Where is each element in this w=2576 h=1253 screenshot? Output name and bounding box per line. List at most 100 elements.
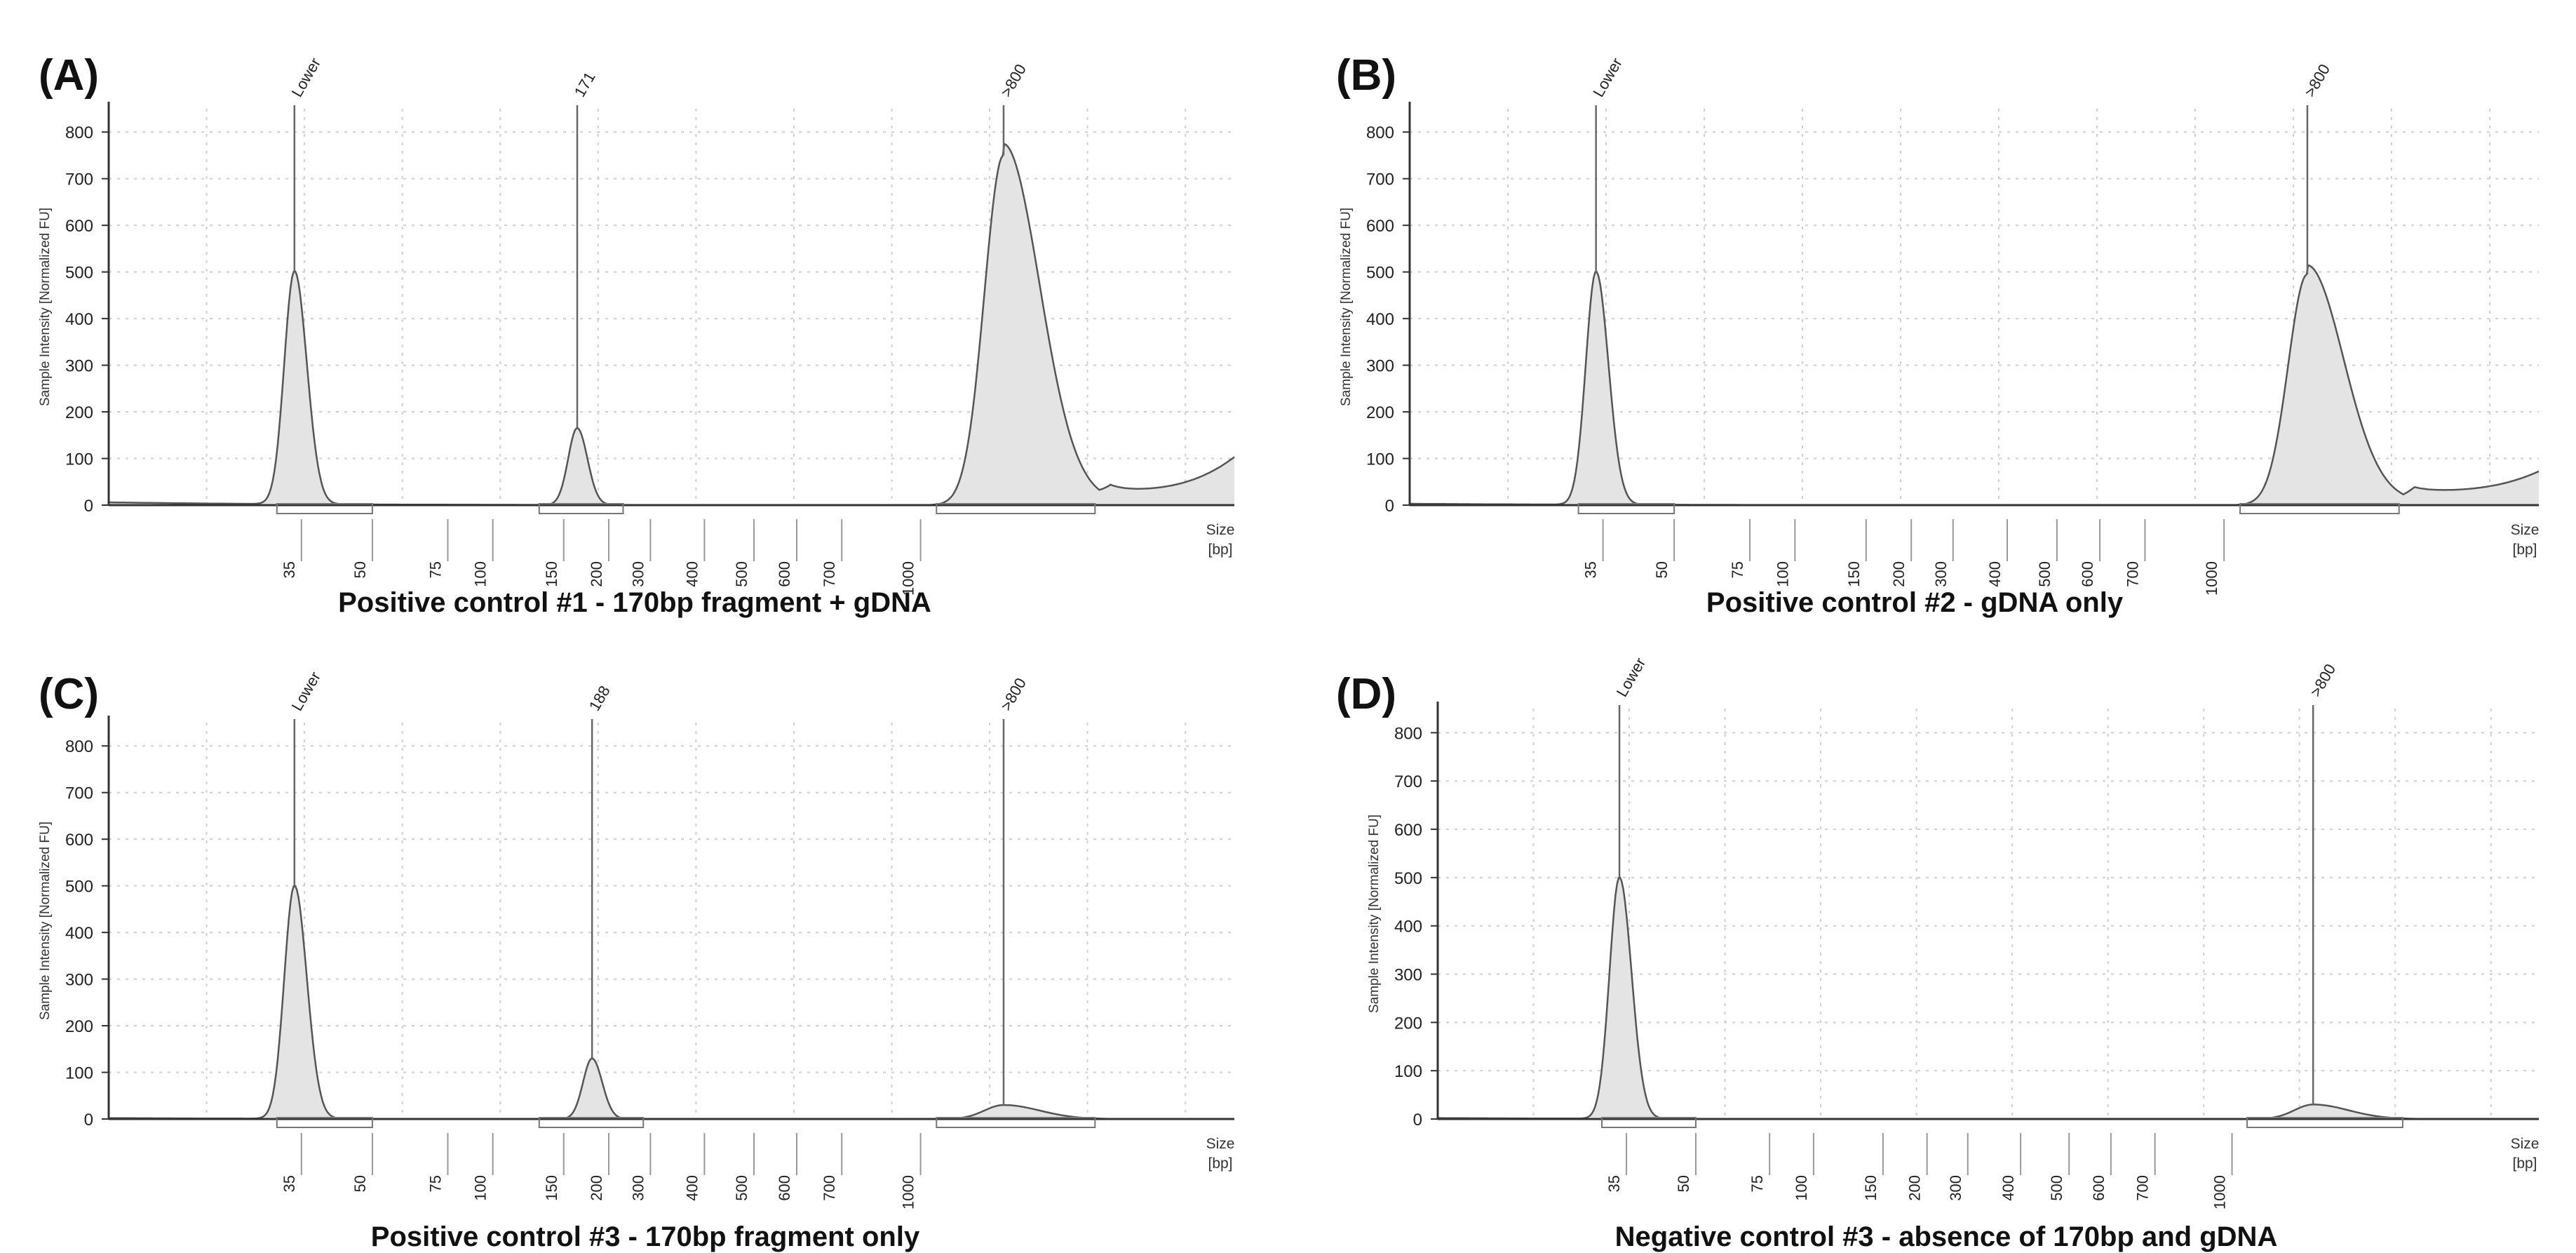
peak-label: >800 [2307, 661, 2339, 699]
ladder-tick-label: 500 [2048, 1175, 2065, 1201]
y-tick-label: 600 [1366, 217, 1394, 236]
trace-fill [1438, 878, 2539, 1119]
panel-label: (C) [39, 670, 99, 718]
ladder-tick-label: 600 [776, 561, 793, 587]
trace-fill [109, 144, 1234, 506]
peak-label: >800 [997, 675, 1030, 713]
ladder-tick-label: 100 [1774, 561, 1791, 587]
y-tick-label: 500 [1366, 264, 1394, 283]
y-tick-label: 100 [1394, 1062, 1422, 1081]
ladder-tick-label: 35 [1582, 561, 1600, 578]
y-axis-title: Sample Intensity [Normalized FU] [38, 822, 53, 1020]
ladder-tick-label: 200 [1890, 561, 1908, 587]
ladder-tick-label: 1000 [2211, 1175, 2229, 1210]
y-tick-label: 300 [1366, 357, 1394, 376]
y-tick-label: 700 [1394, 772, 1422, 791]
y-tick-label: 800 [1366, 123, 1394, 142]
y-tick-label: 300 [65, 971, 93, 990]
y-tick-label: 500 [1394, 869, 1422, 888]
ladder-tick-label: 100 [472, 561, 490, 587]
ladder-tick-label: 150 [543, 561, 560, 587]
peak-label: >800 [997, 61, 1030, 100]
ladder-tick-label: 35 [1605, 1175, 1623, 1192]
ladder-tick-label: 400 [683, 1175, 701, 1201]
panel-label: (A) [39, 51, 99, 100]
x-axis-title-size: Size [2511, 1136, 2540, 1152]
y-tick-label: 200 [65, 403, 93, 422]
x-axis-title-size: Size [1206, 1136, 1235, 1152]
y-tick-label: 300 [65, 357, 93, 376]
ladder-tick-label: 50 [351, 561, 369, 578]
ladder-tick-label: 300 [1947, 1175, 1964, 1201]
ladder-tick-label: 75 [426, 1175, 444, 1192]
peak-integration-bracket [538, 503, 624, 514]
y-tick-label: 400 [65, 310, 93, 329]
peak-integration-bracket [2246, 1117, 2403, 1128]
peak-integration-bracket [936, 1117, 1096, 1128]
y-axis-title: Sample Intensity [Normalized FU] [1339, 208, 1354, 406]
x-axis-title-unit: [bp] [1208, 542, 1232, 558]
ladder-tick-label: 100 [1793, 1175, 1810, 1201]
ladder-tick-label: 100 [472, 1175, 490, 1201]
ladder-tick-label: 50 [1675, 1175, 1692, 1192]
y-tick-label: 400 [1366, 310, 1394, 329]
panel-d: (D) 0 100 200 300 400 500 600 700 800 Sample Inten… [1336, 655, 2539, 1252]
y-tick-label: 0 [1413, 1111, 1422, 1130]
panel-a: (A) 0 100 200 300 400 500 600 700 800 Sample Inten… [38, 51, 1235, 618]
y-tick-label: 400 [1394, 918, 1422, 937]
ladder-tick-label: 150 [543, 1175, 560, 1201]
peak-label: 171 [571, 69, 599, 100]
y-tick-label: 0 [84, 497, 93, 516]
ladder-tick-label: 600 [776, 1175, 793, 1201]
y-tick-label: 500 [65, 264, 93, 283]
ladder-tick-label: 700 [2124, 561, 2141, 587]
ladder-tick-label: 700 [821, 1175, 838, 1201]
ladder-tick-label: 75 [1729, 561, 1746, 578]
panel-title: Positive control #2 - gDNA only [1706, 587, 2124, 618]
peak-label: Lower [1613, 655, 1650, 699]
y-tick-label: 0 [1385, 497, 1394, 516]
peak-integration-bracket [276, 1117, 373, 1128]
y-axis-title: Sample Intensity [Normalized FU] [1367, 815, 1382, 1013]
y-tick-label: 500 [65, 878, 93, 897]
panel-b: (B) 0 100 200 300 400 500 600 700 800 Sample Inten… [1336, 51, 2540, 618]
ladder-tick-label: 1000 [900, 1175, 917, 1210]
y-tick-label: 800 [65, 123, 93, 142]
ladder-tick-label: 1000 [2203, 561, 2220, 596]
ladder-tick-label: 75 [1748, 1175, 1766, 1192]
y-tick-label: 200 [1366, 403, 1394, 422]
y-tick-label: 200 [65, 1017, 93, 1036]
ladder-tick-label: 700 [821, 561, 838, 587]
x-axis-title-size: Size [1206, 522, 1235, 538]
ladder-tick-label: 400 [2000, 1175, 2017, 1201]
ladder-tick-label: 700 [2134, 1175, 2152, 1201]
ladder-tick-label: 600 [2079, 561, 2096, 587]
ladder-tick-label: 400 [1986, 561, 2004, 587]
panel-title: Positive control #3 - 170bp fragment onl… [371, 1221, 920, 1252]
peak-label: Lower [288, 55, 325, 100]
y-tick-label: 600 [65, 831, 93, 850]
peak-label: 188 [586, 683, 614, 713]
y-tick-label: 100 [65, 1064, 93, 1083]
ladder-tick-label: 35 [281, 561, 298, 578]
peak-integration-bracket [2239, 503, 2400, 514]
panel-title: Negative control #3 - absence of 170bp a… [1615, 1221, 2278, 1252]
ladder-tick-label: 200 [588, 1175, 605, 1201]
ladder-tick-label: 400 [683, 561, 701, 587]
panel-c: (C) 0 100 200 300 400 500 600 700 800 Sample Inten… [38, 669, 1234, 1252]
ladder-tick-label: 200 [588, 561, 605, 587]
trace-fill [1410, 265, 2539, 505]
ladder-tick-label: 150 [1862, 1175, 1880, 1201]
panel-label: (D) [1336, 670, 1396, 718]
y-tick-label: 700 [65, 170, 93, 189]
x-axis-title-unit: [bp] [1208, 1155, 1232, 1172]
ladder-tick-label: 300 [629, 1175, 647, 1201]
peak-integration-bracket [936, 503, 1096, 514]
x-axis-title-size: Size [2511, 522, 2540, 538]
ladder-tick-label: 300 [1932, 561, 1950, 587]
panel-title: Positive control #1 - 170bp fragment + g… [338, 587, 931, 618]
panel-label: (B) [1336, 51, 1396, 100]
ladder-tick-label: 50 [351, 1175, 369, 1192]
peak-label: Lower [288, 669, 325, 713]
ladder-tick-label: 500 [2036, 561, 2054, 587]
